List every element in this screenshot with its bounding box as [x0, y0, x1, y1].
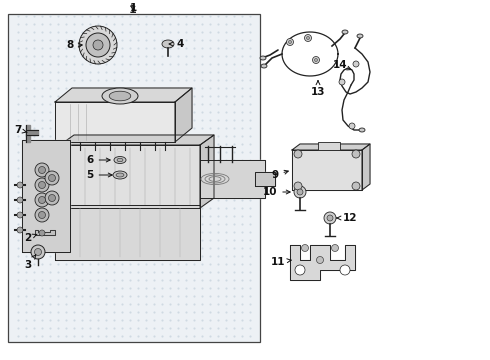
Circle shape — [339, 79, 345, 85]
Polygon shape — [362, 144, 370, 190]
Circle shape — [295, 265, 305, 275]
Circle shape — [49, 175, 55, 181]
Text: 1: 1 — [129, 5, 137, 15]
Text: 9: 9 — [271, 170, 288, 180]
Circle shape — [45, 191, 59, 205]
Text: 13: 13 — [311, 81, 325, 97]
Circle shape — [297, 189, 303, 195]
Text: 5: 5 — [86, 170, 112, 180]
Polygon shape — [55, 205, 200, 260]
Circle shape — [17, 227, 23, 233]
Text: 12: 12 — [337, 213, 357, 223]
Circle shape — [39, 212, 46, 219]
Circle shape — [39, 197, 46, 203]
Text: 8: 8 — [66, 40, 82, 50]
Circle shape — [315, 59, 318, 62]
Circle shape — [31, 245, 45, 259]
Circle shape — [324, 212, 336, 224]
Bar — [8, 14, 260, 342]
Text: 4: 4 — [169, 39, 184, 49]
Circle shape — [340, 265, 350, 275]
Polygon shape — [200, 135, 214, 208]
Circle shape — [49, 194, 55, 202]
Circle shape — [301, 244, 309, 252]
Polygon shape — [22, 140, 70, 252]
Ellipse shape — [261, 64, 267, 68]
Circle shape — [304, 35, 312, 41]
Ellipse shape — [79, 26, 117, 64]
Circle shape — [327, 215, 333, 221]
Circle shape — [45, 171, 59, 185]
Circle shape — [352, 150, 360, 158]
Text: 14: 14 — [333, 60, 351, 70]
Bar — [318, 142, 340, 150]
Circle shape — [294, 186, 306, 198]
Ellipse shape — [113, 171, 127, 179]
Ellipse shape — [359, 128, 365, 132]
Circle shape — [39, 166, 46, 174]
Circle shape — [287, 39, 294, 45]
Circle shape — [17, 182, 23, 188]
Ellipse shape — [93, 40, 103, 50]
Ellipse shape — [162, 40, 174, 48]
Text: 1: 1 — [129, 3, 137, 13]
Polygon shape — [55, 102, 175, 142]
Ellipse shape — [357, 34, 363, 38]
Circle shape — [35, 163, 49, 177]
Circle shape — [332, 244, 339, 252]
Polygon shape — [200, 160, 265, 198]
Text: 3: 3 — [24, 255, 36, 270]
Polygon shape — [26, 130, 38, 135]
Circle shape — [313, 57, 319, 63]
Ellipse shape — [117, 158, 123, 162]
Circle shape — [289, 41, 292, 44]
Ellipse shape — [260, 56, 266, 60]
Polygon shape — [290, 245, 355, 280]
Polygon shape — [55, 88, 192, 102]
Circle shape — [352, 182, 360, 190]
Text: 7: 7 — [14, 125, 27, 135]
Polygon shape — [175, 88, 192, 142]
Ellipse shape — [342, 30, 348, 34]
Circle shape — [317, 256, 323, 264]
Ellipse shape — [109, 91, 131, 101]
Text: 10: 10 — [263, 187, 290, 197]
Text: 11: 11 — [271, 257, 291, 267]
Circle shape — [35, 178, 49, 192]
Polygon shape — [35, 230, 55, 235]
Ellipse shape — [116, 173, 124, 177]
Polygon shape — [255, 172, 275, 186]
Polygon shape — [292, 144, 370, 150]
Ellipse shape — [114, 157, 126, 163]
Polygon shape — [26, 125, 30, 142]
Circle shape — [39, 230, 45, 236]
Circle shape — [307, 36, 310, 40]
Circle shape — [17, 197, 23, 203]
Circle shape — [353, 61, 359, 67]
Circle shape — [35, 193, 49, 207]
Circle shape — [35, 208, 49, 222]
Circle shape — [39, 181, 46, 189]
Polygon shape — [60, 145, 200, 208]
Text: 6: 6 — [86, 155, 110, 165]
Ellipse shape — [102, 88, 138, 104]
Polygon shape — [60, 135, 214, 145]
Circle shape — [294, 150, 302, 158]
Circle shape — [349, 123, 355, 129]
Ellipse shape — [86, 33, 110, 57]
Circle shape — [17, 212, 23, 218]
Polygon shape — [292, 150, 362, 190]
Bar — [262, 0, 490, 360]
Circle shape — [34, 248, 42, 256]
Circle shape — [294, 182, 302, 190]
Text: 2: 2 — [24, 233, 37, 243]
